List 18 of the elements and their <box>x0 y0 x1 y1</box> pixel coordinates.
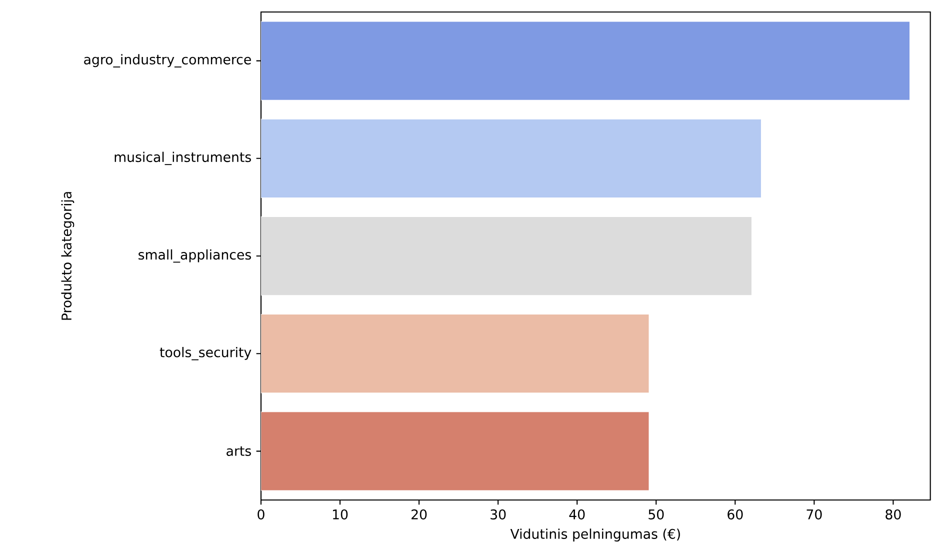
x-tick-label: 80 <box>886 509 901 520</box>
x-tick-label: 20 <box>412 509 427 520</box>
y-tick-label: tools_security <box>160 346 252 360</box>
x-tick-label: 60 <box>728 509 743 520</box>
bar <box>261 216 752 296</box>
x-tick-label: 70 <box>806 509 822 520</box>
x-axis-title: Vidutinis pelningumas (€) <box>510 528 680 542</box>
y-tick-label: small_appliances <box>138 249 251 263</box>
bar <box>261 118 762 198</box>
y-tick-label: musical_instruments <box>114 152 251 166</box>
x-tick-label: 30 <box>490 509 506 520</box>
y-tick-label: arts <box>226 446 251 456</box>
x-tick-label: 40 <box>569 509 585 520</box>
x-tick-label: 10 <box>333 509 348 520</box>
x-tick-label: 0 <box>258 509 264 520</box>
x-tick-label: 50 <box>648 509 664 520</box>
y-tick-label: agro_industry_commerce <box>84 54 251 68</box>
y-axis-title: Produkto kategorija <box>61 192 74 320</box>
